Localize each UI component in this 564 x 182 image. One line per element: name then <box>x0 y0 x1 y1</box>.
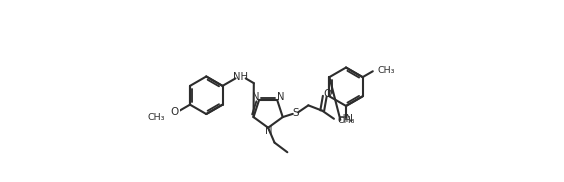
Text: NH: NH <box>233 72 248 82</box>
Text: O: O <box>170 107 179 117</box>
Text: CH₃: CH₃ <box>377 66 395 75</box>
Text: S: S <box>293 108 299 118</box>
Text: O: O <box>324 89 332 99</box>
Text: HN: HN <box>338 114 353 124</box>
Text: CH₃: CH₃ <box>338 116 355 125</box>
Text: N: N <box>277 92 285 102</box>
Text: CH₃: CH₃ <box>148 114 165 122</box>
Text: N: N <box>252 92 259 102</box>
Text: N: N <box>265 126 272 136</box>
